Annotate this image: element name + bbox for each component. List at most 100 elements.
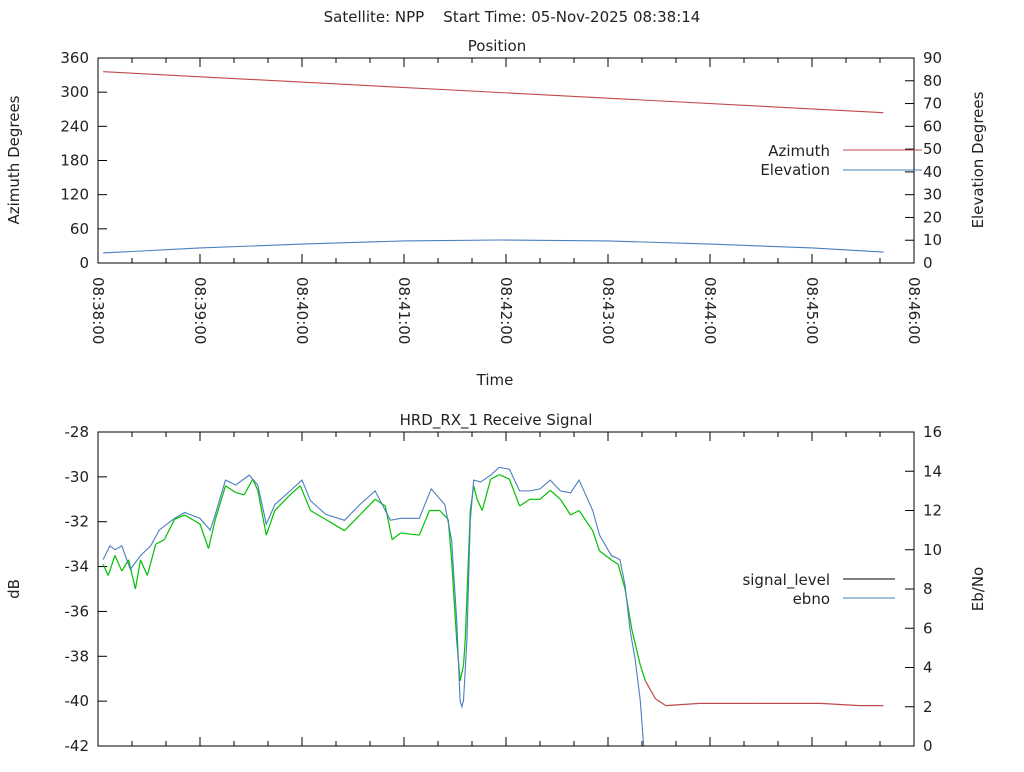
y2-tick-label: 70 xyxy=(923,95,942,113)
x-tick-label: 08:46:00 xyxy=(905,277,923,344)
receive-signal-chart: HRD_RX_1 Receive Signal dB Eb/No -42 -40 -… xyxy=(5,411,987,755)
y2-tick-label: 60 xyxy=(923,117,942,135)
series-line-signal-level-segment xyxy=(207,519,216,549)
series-line-signal-level-segment xyxy=(155,539,165,545)
y-tick-label: -36 xyxy=(65,602,90,620)
series-line-signal-level-segment xyxy=(252,478,259,491)
y-tick-label: -28 xyxy=(65,423,90,441)
series-line-signal-level-segment xyxy=(639,665,646,682)
y2-tick-label: 10 xyxy=(923,541,942,559)
series-line-signal-level-segment xyxy=(649,689,657,700)
y2-tick-label: 80 xyxy=(923,72,942,90)
series-line-signal-level-segment xyxy=(107,555,116,576)
series-line-signal-level-segment xyxy=(498,474,510,480)
series-line-signal-level-segment xyxy=(459,665,465,682)
series-line-signal-level-segment xyxy=(418,510,431,536)
series-line-signal-level-segment xyxy=(359,498,376,516)
series-line-signal-level-segment xyxy=(549,489,561,500)
series-line-signal-level-segment xyxy=(310,509,327,520)
y2-tick-label: 0 xyxy=(923,254,933,272)
y2-tick-label: 20 xyxy=(923,208,942,226)
y2-tick-label: 2 xyxy=(923,698,933,716)
y2-tick-label: 16 xyxy=(923,423,942,441)
series-line-signal-level-segment xyxy=(199,523,210,549)
x-tick-label: 08:44:00 xyxy=(701,277,719,344)
y2-tick-label: 10 xyxy=(923,231,942,249)
elevation-axis-label: Elevation Degrees xyxy=(969,91,987,228)
y-tick-label: -32 xyxy=(65,513,90,531)
series-line-signal-level-segment xyxy=(128,559,136,590)
plot-frame xyxy=(97,57,915,264)
y2-tick-label: 4 xyxy=(923,659,933,677)
series-line-signal-level-segment xyxy=(462,640,466,666)
series-line-signal-level-segment xyxy=(508,478,521,507)
legend: signal_level ebno xyxy=(742,571,895,608)
azimuth-axis-label: Azimuth Degrees xyxy=(5,95,23,224)
series-line-signal-level-segment xyxy=(665,702,700,707)
series-line-signal-level-segment xyxy=(655,698,667,707)
x-tick-label: 08:38:00 xyxy=(89,277,107,344)
receive-signal-title: HRD_RX_1 Receive Signal xyxy=(400,411,593,430)
y-tick-label: -30 xyxy=(65,468,90,486)
series-line-signal-level-segment xyxy=(490,474,500,480)
x-tick-label: 08:40:00 xyxy=(293,277,311,344)
series-line-signal-level-segment xyxy=(174,514,185,521)
series-line-signal-level-segment xyxy=(539,489,551,500)
series-line-signal-level-segment xyxy=(570,509,580,516)
series-group xyxy=(103,71,884,254)
time-axis-label: Time xyxy=(476,371,514,389)
series-line-signal-level-segment xyxy=(163,519,176,540)
series-line-signal-level-segment xyxy=(384,505,393,540)
plot-frame xyxy=(97,431,915,747)
legend-label-azimuth: Azimuth xyxy=(768,142,830,160)
legend-label-signal-level: signal_level xyxy=(742,571,830,590)
y2-tick-label: 6 xyxy=(923,619,933,637)
x-tick-label: 08:41:00 xyxy=(395,277,413,344)
series-line-signal-level-segment xyxy=(592,530,601,552)
y-tick-label: -40 xyxy=(65,692,90,710)
legend-label-ebno: ebno xyxy=(793,590,830,608)
y-tick-label: 180 xyxy=(60,152,89,170)
db-axis-label: dB xyxy=(5,579,23,599)
x-tick-label: 08:43:00 xyxy=(599,277,617,344)
series-line-signal-level-segment xyxy=(439,510,449,520)
series-line-signal-level-segment xyxy=(374,498,386,507)
series-line-signal-level-segment xyxy=(289,485,301,496)
page-title: Satellite: NPP Start Time: 05-Nov-2025 0… xyxy=(324,8,701,26)
series-line-ebno xyxy=(102,466,645,746)
x-tick-label: 08:45:00 xyxy=(803,277,821,344)
series-line-signal-level-segment xyxy=(257,490,267,536)
series-line-signal-level-segment xyxy=(631,629,641,666)
series-group xyxy=(102,466,884,746)
y2-tick-label: 50 xyxy=(923,140,942,158)
series-line-signal-level-segment xyxy=(265,510,276,536)
y2-tick-label: 40 xyxy=(923,163,942,181)
legend: Azimuth Elevation xyxy=(760,142,922,179)
x-tick-label: 08:39:00 xyxy=(191,277,209,344)
series-line-signal-level-segment xyxy=(102,564,109,576)
series-line-signal-level-segment xyxy=(599,550,612,561)
y-tick-label: 120 xyxy=(60,186,89,204)
x-tick-label: 08:42:00 xyxy=(497,277,515,344)
series-line-signal-level-segment xyxy=(299,485,312,511)
series-line-signal-level-segment xyxy=(476,499,483,511)
series-line-signal-level-segment xyxy=(114,555,123,572)
series-line-signal-level-segment xyxy=(391,532,401,541)
y-tick-label: 240 xyxy=(60,117,89,135)
series-line-signal-level-segment xyxy=(578,510,594,532)
y-tick-label: 360 xyxy=(60,49,89,67)
series-line-signal-level-segment xyxy=(559,498,572,516)
position-title: Position xyxy=(468,37,526,55)
legend-label-elevation: Elevation xyxy=(760,161,830,179)
series-line-signal-level-segment xyxy=(644,680,652,691)
y-tick-label: 60 xyxy=(70,220,89,238)
y2-tick-label: 14 xyxy=(923,462,942,480)
y2-tick-label: 12 xyxy=(923,502,942,520)
series-line-signal-level-segment xyxy=(344,514,361,532)
y-tick-label: -38 xyxy=(65,647,90,665)
series-line-signal-level-segment xyxy=(243,478,254,496)
y2-tick-label: 8 xyxy=(923,580,933,598)
series-line-elevation xyxy=(103,239,884,254)
series-line-signal-level-segment xyxy=(134,559,142,590)
